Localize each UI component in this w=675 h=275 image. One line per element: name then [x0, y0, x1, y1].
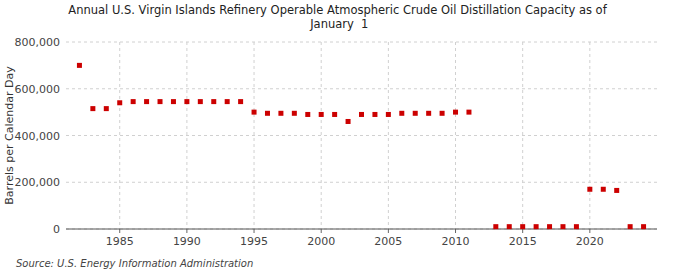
point: [90, 106, 95, 111]
point: [601, 187, 606, 192]
point: [144, 99, 149, 104]
point: [292, 111, 297, 116]
point: [158, 99, 163, 104]
point: [225, 99, 230, 104]
y-tick-label: 0: [53, 223, 60, 236]
x-tick: [589, 229, 590, 233]
point: [628, 224, 633, 229]
point: [77, 63, 82, 68]
point: [104, 106, 109, 111]
x-axis-line: [66, 229, 657, 230]
x-tick: [522, 229, 523, 233]
y-axis-label: Barrels per Calendar Day: [3, 66, 16, 205]
y-grid-line: [66, 182, 657, 183]
point: [386, 112, 391, 117]
point: [587, 187, 592, 192]
title: Annual U.S. Virgin Islands Refinery Oper…: [68, 3, 607, 31]
x-tick-label: 2015: [509, 235, 537, 248]
x-grid-line: [589, 42, 590, 229]
title-line: January 1: [307, 17, 369, 31]
title-line: Annual U.S. Virgin Islands Refinery Oper…: [68, 3, 607, 17]
x-tick: [254, 229, 255, 233]
point: [507, 224, 512, 229]
y-tick-label: 600,000: [15, 83, 61, 96]
x-tick-label: 1995: [240, 235, 268, 248]
point: [520, 224, 525, 229]
y-tick-label: 200,000: [15, 176, 61, 189]
point: [252, 110, 257, 115]
y-tick-label: 800,000: [15, 36, 61, 49]
point: [117, 100, 122, 105]
point: [547, 224, 552, 229]
point: [560, 224, 565, 229]
point: [574, 224, 579, 229]
point: [184, 99, 189, 104]
x-tick: [321, 229, 322, 233]
point: [265, 111, 270, 116]
point: [614, 188, 619, 193]
y-grid-line: [66, 229, 657, 230]
point: [211, 99, 216, 104]
point: [278, 111, 283, 116]
point: [372, 112, 377, 117]
x-grid-line: [254, 42, 255, 229]
x-tick-label: 1990: [173, 235, 201, 248]
x-tick: [186, 229, 187, 233]
x-tick: [119, 229, 120, 233]
point: [440, 111, 445, 116]
x-tick: [388, 229, 389, 233]
y-grid-line: [66, 88, 657, 89]
point: [493, 224, 498, 229]
x-grid-line: [186, 42, 187, 229]
point: [453, 110, 458, 115]
point: [359, 112, 364, 117]
point: [413, 111, 418, 116]
x-grid-line: [388, 42, 389, 229]
point: [466, 110, 471, 115]
x-grid-line: [321, 42, 322, 229]
y-grid-line: [66, 135, 657, 136]
x-tick-label: 2005: [374, 235, 402, 248]
point: [171, 99, 176, 104]
chart: Annual U.S. Virgin Islands Refinery Oper…: [0, 0, 675, 275]
point: [198, 99, 203, 104]
x-tick-label: 2010: [442, 235, 470, 248]
x-grid-line: [119, 42, 120, 229]
point: [319, 112, 324, 117]
x-grid-line: [522, 42, 523, 229]
point: [346, 119, 351, 124]
point: [399, 111, 404, 116]
y-tick-label: 400,000: [15, 130, 61, 143]
x-tick-label: 2020: [576, 235, 604, 248]
source: Source: U.S. Energy Information Administ…: [16, 258, 253, 269]
x-tick-label: 2000: [307, 235, 335, 248]
y-grid-line: [66, 42, 657, 43]
point: [332, 112, 337, 117]
point: [534, 224, 539, 229]
grid: [66, 42, 657, 229]
point: [426, 111, 431, 116]
x-tick-label: 1985: [106, 235, 134, 248]
point: [305, 112, 310, 117]
x-grid-line: [455, 42, 456, 229]
points: [77, 63, 646, 229]
point: [131, 99, 136, 104]
x-tick: [455, 229, 456, 233]
point: [641, 224, 646, 229]
point: [238, 99, 243, 104]
